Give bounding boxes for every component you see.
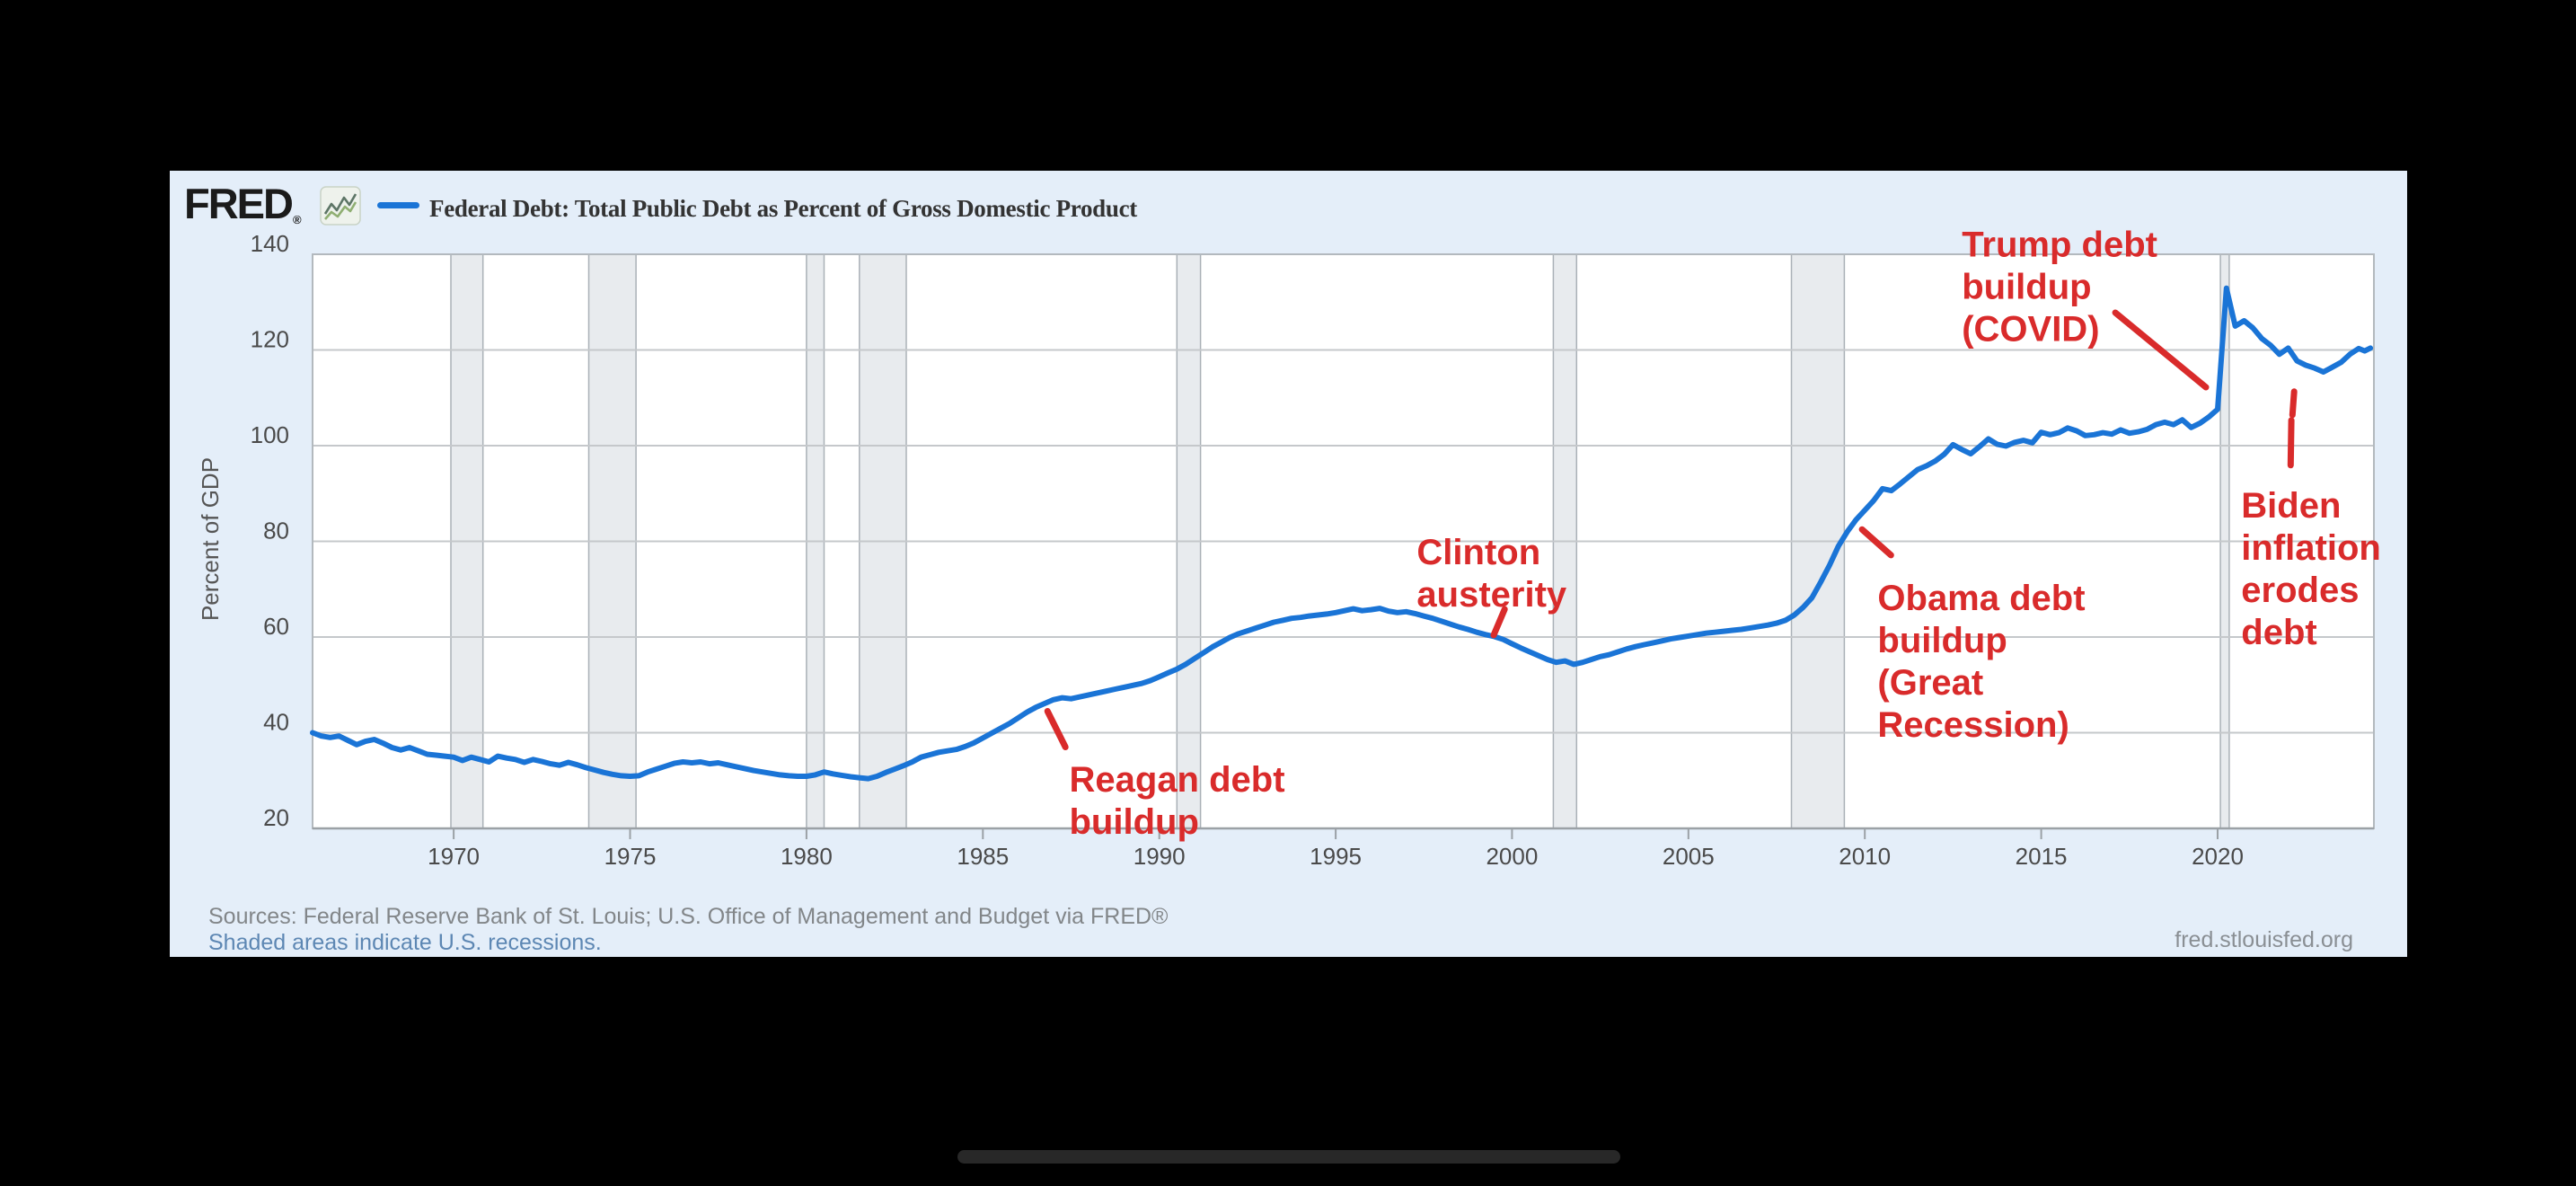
y-tick-label: 40 xyxy=(263,709,289,736)
registered-mark: ® xyxy=(292,213,302,226)
y-tick-label: 140 xyxy=(251,230,289,257)
sources-text: Sources: Federal Reserve Bank of St. Lou… xyxy=(208,904,1169,929)
y-tick-label: 120 xyxy=(251,326,289,353)
y-tick-label: 100 xyxy=(251,421,289,448)
annotation-label-reagan: Reagan debt buildup xyxy=(1070,760,1285,842)
y-axis-title: Percent of GDP xyxy=(197,457,224,621)
chart-plot-area: 1970 1975 1980 1985 1990 1995 2000 2005 2010 2015… xyxy=(197,226,2381,871)
home-indicator-pill[interactable] xyxy=(957,1150,1620,1164)
annotation-label-clinton: Clinton austerity xyxy=(1416,533,1566,615)
fred-watermark: fred.stlouisfed.org xyxy=(2175,927,2353,952)
annotation-label-biden: Biden inflation erodes debt xyxy=(2241,486,2381,652)
x-tick-label: 1970 xyxy=(428,843,480,870)
x-tick-label: 1995 xyxy=(1310,843,1362,870)
fred-chart-card: FRED® Federal Debt: Total Public Debt as… xyxy=(170,171,2407,957)
x-tick-label: 2020 xyxy=(2192,843,2244,870)
x-tick-label: 2005 xyxy=(1663,843,1715,870)
annotation-label-obama: Obama debt buildup (Great Recession) xyxy=(1877,579,2085,745)
chart-title: Federal Debt: Total Public Debt as Perce… xyxy=(429,195,1137,222)
sparkline-icon xyxy=(320,186,361,226)
annotation-leader-clinton xyxy=(1490,606,1508,639)
annotation-leader-biden xyxy=(2287,417,2295,469)
x-tick-label: 1985 xyxy=(957,843,1009,870)
x-tick-label: 2000 xyxy=(1486,843,1538,870)
annotation-label-trump: Trump debt buildup (COVID) xyxy=(1962,226,2157,350)
x-tick-label: 2015 xyxy=(2016,843,2068,870)
y-tick-label: 20 xyxy=(263,804,289,831)
annotation-leader-trump xyxy=(2112,309,2210,391)
y-tick-label: 60 xyxy=(263,613,289,640)
x-tick-label: 1980 xyxy=(781,843,833,870)
annotation-leader-biden xyxy=(2289,388,2298,419)
debt-gdp-line xyxy=(310,285,2374,782)
series-legend-swatch xyxy=(377,202,419,208)
y-tick-label: 80 xyxy=(263,518,289,544)
x-tick-label: 1990 xyxy=(1134,843,1186,870)
x-tick-label: 1975 xyxy=(604,843,657,870)
annotation-leader-reagan xyxy=(1044,708,1069,750)
x-tick-label: 2010 xyxy=(1839,843,1891,870)
annotation-leader-obama xyxy=(1858,526,1894,559)
recessions-note-link[interactable]: Shaded areas indicate U.S. recessions. xyxy=(208,930,602,955)
fred-logo: FRED® xyxy=(184,180,302,235)
fred-wordmark: FRED xyxy=(184,180,294,227)
